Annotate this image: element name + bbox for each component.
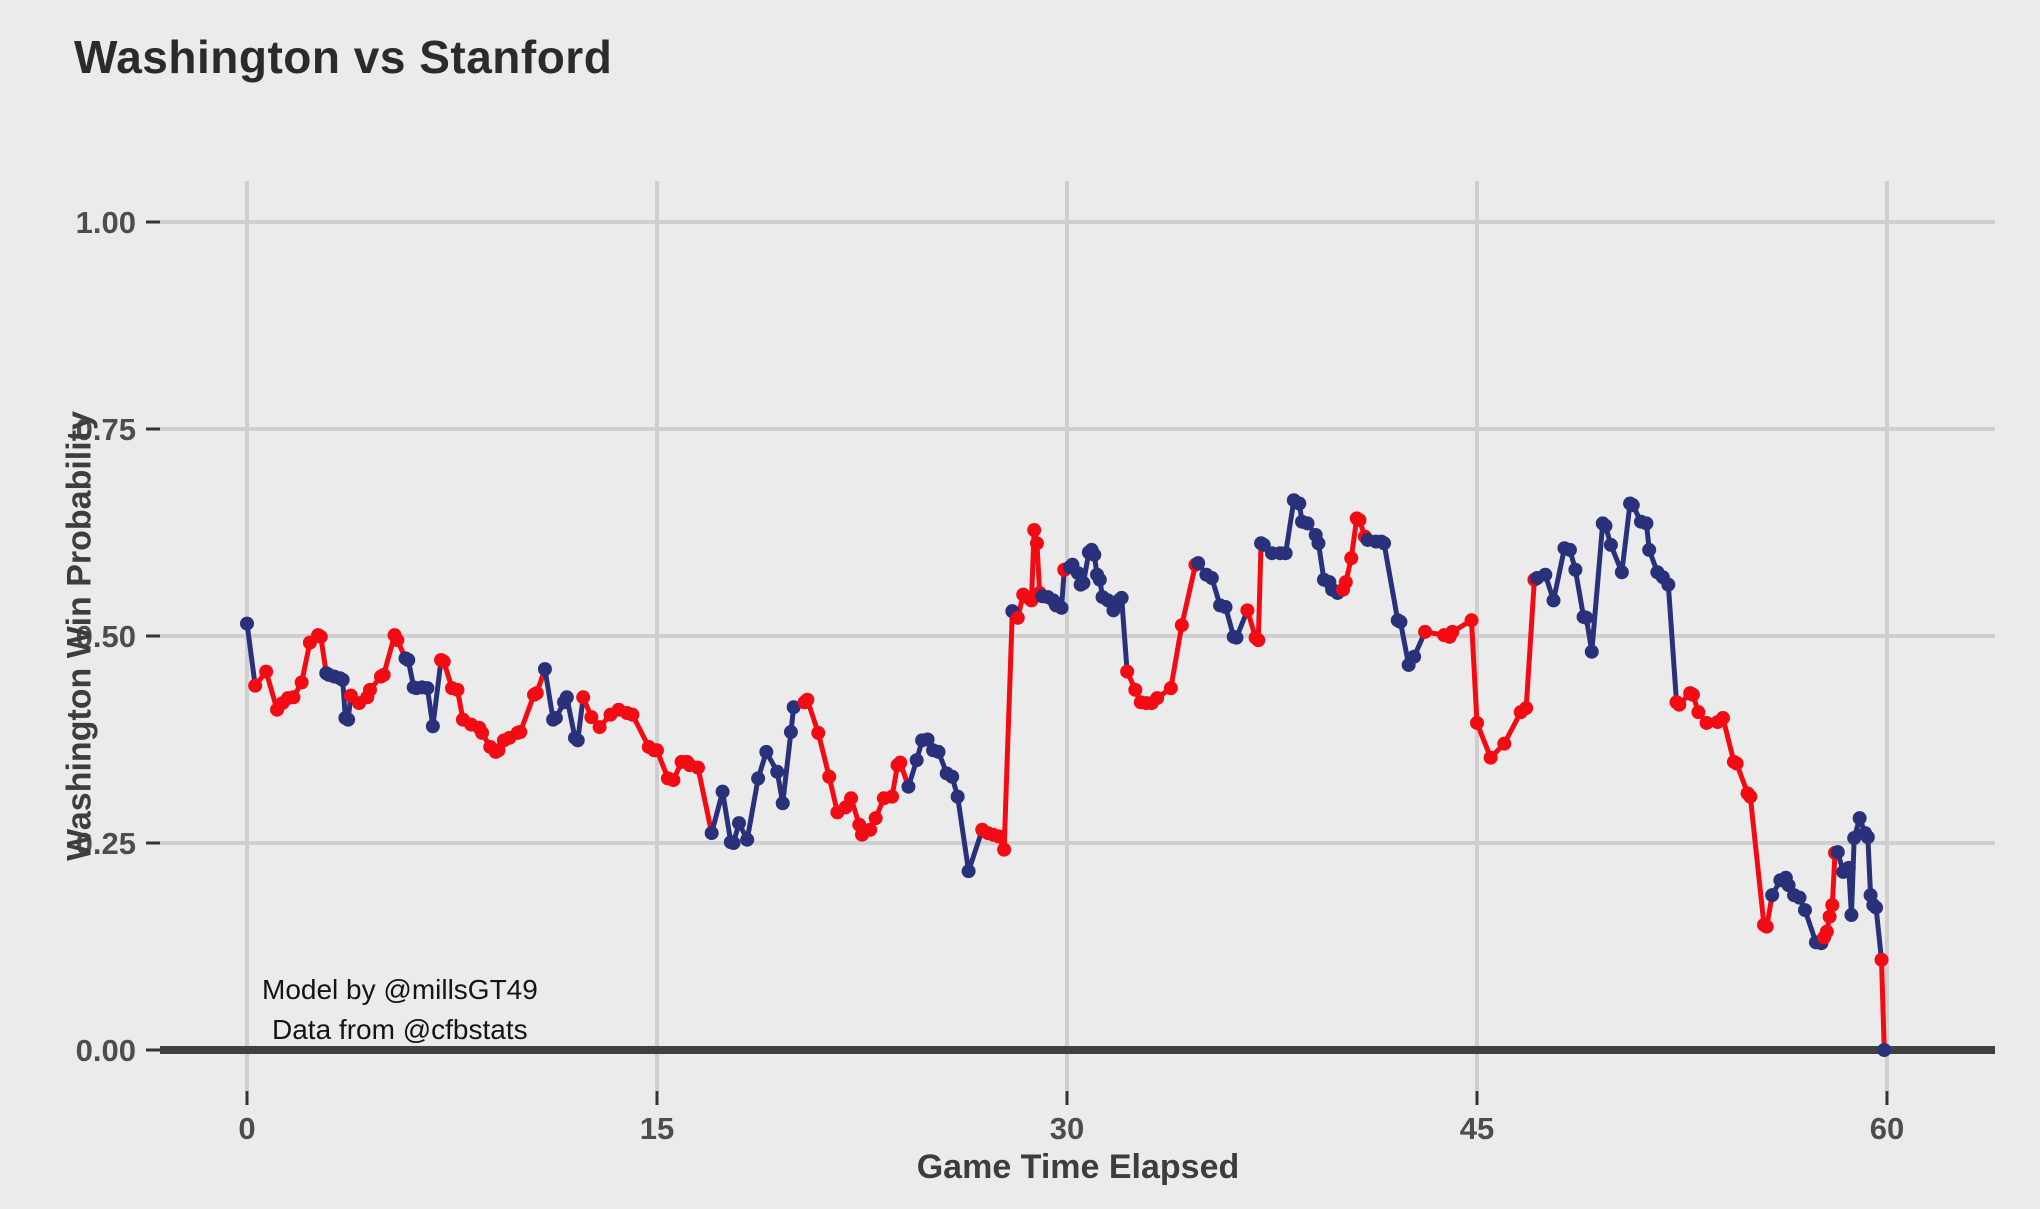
model-credit-annotation: Model by @millsGT49 <box>262 974 538 1005</box>
y-tick-label: 1.00 <box>76 205 136 240</box>
x-tick-label: 0 <box>238 1111 255 1146</box>
gridlines <box>160 181 1995 1091</box>
data-credit-annotation: Data from @cfbstats <box>272 1014 528 1045</box>
x-tick-label: 30 <box>1050 1111 1084 1146</box>
axis-ticks <box>146 220 1889 1105</box>
y-axis-title: Washington Win Probability <box>60 411 99 861</box>
y-tick-label: 0.75 <box>76 412 136 447</box>
y-tick-label: 0.00 <box>76 1033 136 1068</box>
x-tick-label: 15 <box>640 1111 674 1146</box>
x-axis-title: Game Time Elapsed <box>916 1148 1240 1186</box>
axis-tick-labels: 1.00 0.75 0.50 0.25 0.00 0 15 30 45 60 <box>76 205 1905 1146</box>
page-title: Washington vs Stanford <box>74 31 613 83</box>
x-tick-label: 45 <box>1460 1111 1494 1146</box>
x-tick-label: 60 <box>1870 1111 1904 1146</box>
y-tick-label: 0.25 <box>76 826 136 861</box>
y-tick-label: 0.50 <box>76 619 136 654</box>
probability-points <box>240 493 1892 1057</box>
